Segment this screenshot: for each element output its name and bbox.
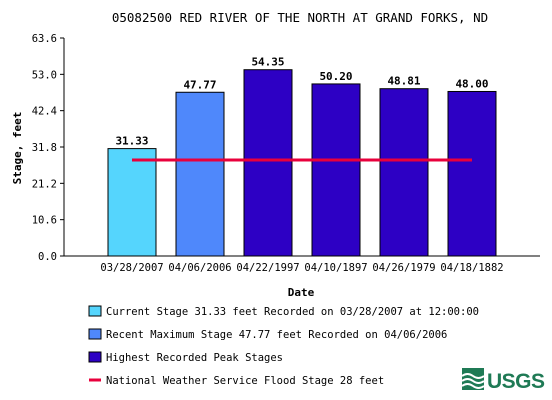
bar-value-label: 48.81 <box>387 75 420 88</box>
y-axis-label: Stage, feet <box>11 112 24 185</box>
x-axis-label: Date <box>288 286 315 299</box>
y-tick-label: 10.6 <box>32 215 57 227</box>
chart-title: 05082500 RED RIVER OF THE NORTH AT GRAND… <box>112 10 488 25</box>
bar <box>175 91 225 257</box>
bar-value-label: 54.35 <box>251 56 284 69</box>
usgs-logo: USGS <box>461 368 546 393</box>
x-tick-label: 04/26/1979 <box>372 262 435 274</box>
legend-swatch <box>88 351 102 363</box>
usgs-wave-icon <box>461 368 485 390</box>
bar <box>107 148 157 257</box>
legend: Current Stage 31.33 feet Recorded on 03/… <box>88 305 479 387</box>
bar-value-labels-group: 31.33 47.77 54.35 50.20 48.81 48.00 <box>115 56 488 148</box>
bar <box>379 88 429 257</box>
bar-value-label: 47.77 <box>183 78 216 91</box>
bar-value-label: 48.00 <box>455 77 488 90</box>
legend-label: Recent Maximum Stage 47.77 feet Recorded… <box>106 329 447 341</box>
x-tick-label: 04/10/1897 <box>304 262 367 274</box>
x-tick-label: 04/06/2006 <box>168 262 231 274</box>
axes-group <box>63 38 540 257</box>
y-tick-label: 21.2 <box>32 178 57 190</box>
legend-swatch <box>88 328 102 340</box>
y-tick-label: 31.8 <box>32 142 57 154</box>
bars-group <box>107 69 497 257</box>
x-axis-ticks: 03/28/2007 04/06/2006 04/22/1997 04/10/1897… <box>100 262 503 274</box>
bar <box>311 83 361 257</box>
bar <box>243 69 293 257</box>
legend-label: National Weather Service Flood Stage 28 … <box>106 375 384 387</box>
y-tick-label: 0.0 <box>38 251 57 263</box>
bar-value-label: 50.20 <box>319 70 352 83</box>
bar <box>447 90 497 257</box>
x-tick-label: 04/22/1997 <box>236 262 299 274</box>
y-axis-ticks: 0.0 10.6 21.2 31.8 42.4 53.0 63.6 <box>32 33 64 263</box>
y-tick-label: 63.6 <box>32 33 57 45</box>
x-tick-label: 04/18/1882 <box>440 262 503 274</box>
legend-swatch <box>88 305 102 317</box>
y-tick-label: 42.4 <box>32 106 57 118</box>
x-tick-label: 03/28/2007 <box>100 262 163 274</box>
bar-value-label: 31.33 <box>115 135 148 148</box>
y-tick-label: 53.0 <box>32 69 57 81</box>
legend-label: Current Stage 31.33 feet Recorded on 03/… <box>106 306 479 318</box>
legend-label: Highest Recorded Peak Stages <box>106 352 283 364</box>
usgs-logo-text: USGS <box>487 370 545 393</box>
